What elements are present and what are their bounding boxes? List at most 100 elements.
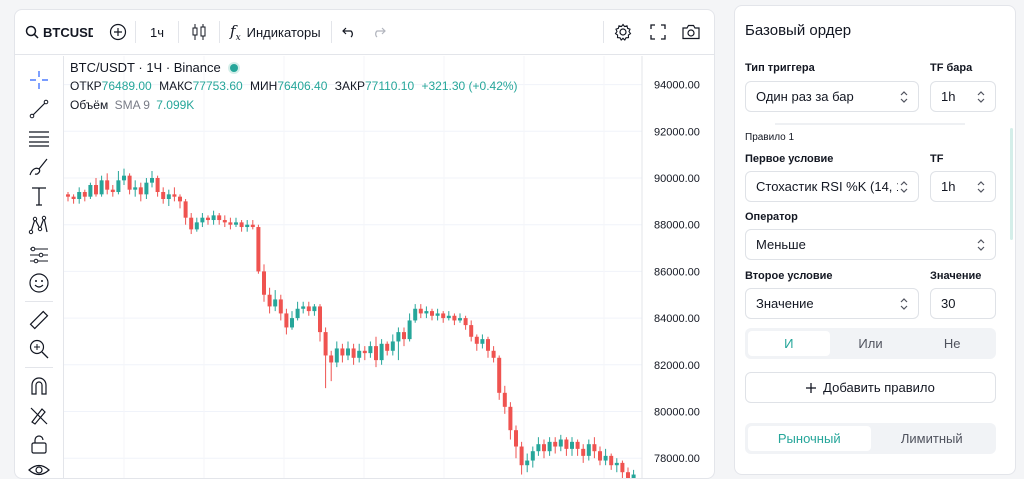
order-type-limit[interactable]: Лимитный [900,431,963,446]
candle-down [82,192,87,197]
chevron-updown-icon [900,298,908,310]
emoji-icon[interactable] [27,271,51,295]
candle-up [396,332,401,342]
candle-down [189,217,194,230]
candle-up [166,194,171,200]
crosshair-icon[interactable] [27,68,51,92]
candle-down [267,294,272,307]
trend-line-icon[interactable] [27,97,51,121]
chevron-updown-icon [977,181,985,193]
candle-down [66,194,70,197]
tf-label: TF [930,153,944,165]
lock-icon[interactable] [27,432,51,456]
candle-down [250,224,255,228]
candle-down [502,392,507,407]
add-rule-button[interactable]: Добавить правило [745,372,996,403]
sma-label: SMA 9 [114,98,150,112]
candle-up [301,306,306,309]
second-condition-select[interactable]: Значение [745,288,919,319]
value-input[interactable]: 30 [930,288,996,319]
indicators-button[interactable]: fx Индикаторы [220,10,331,54]
candle-down [284,313,289,328]
candle-down [385,343,390,351]
search-icon [25,25,39,39]
close-value: 77110.10 [364,79,415,93]
symbol-search[interactable]: BTCUSDT [15,10,101,54]
candle-down [581,448,586,456]
value-label: Значение [930,270,982,282]
low-value: 76406.40 [277,79,328,93]
candle-down [172,194,177,197]
operator-select[interactable]: Меньше [745,229,996,260]
tf-bar-value: 1h [941,89,956,104]
undo-button[interactable] [332,10,366,54]
candle-up [379,343,384,361]
logic-or-option[interactable]: Или [858,336,883,351]
logic-and-option[interactable]: И [748,331,830,356]
candle-down [463,318,468,326]
candle-down [441,313,446,319]
y-tick-label: 88000.00 [654,220,700,232]
trigger-type-label: Тип триггера [745,62,815,74]
candle-up [346,348,350,356]
candle-down [71,196,76,200]
candle-down [469,325,474,337]
candle-down [222,220,227,223]
tf-bar-select[interactable]: 1h [930,81,996,112]
order-type-market[interactable]: Рыночный [748,426,871,451]
first-condition-select[interactable]: Стохастик RSI %K (14, 14,... [745,171,919,202]
candle-down [256,227,261,272]
candle-up [390,341,395,351]
second-condition-label: Второе условие [745,270,833,282]
order-panel: Базовый ордер Тип триггера TF бара Один … [734,5,1016,475]
candle-down [486,339,490,351]
change-value: +321.30 (+0.42%) [421,79,518,93]
eye-icon[interactable] [27,458,51,479]
candle-up [200,217,205,223]
tf-select[interactable]: 1h [930,171,996,202]
trigger-type-select[interactable]: Один раз за бар [745,81,919,112]
lock-drawing-icon[interactable] [27,403,51,427]
volume-value: 7.099K [156,98,195,112]
horizontal-lines-icon[interactable] [27,126,51,150]
candle-down [508,406,513,431]
candle-up [446,315,451,319]
screenshot-button[interactable] [674,10,714,54]
candle-up [122,175,126,181]
fullscreen-button[interactable] [642,10,674,54]
candle-up [88,185,93,197]
candle-down [491,350,496,358]
zoom-in-icon[interactable] [27,337,51,361]
low-label: МИН [250,79,278,93]
candle-up [586,444,591,456]
tools-divider [25,301,53,302]
interval-button[interactable]: 1ч [136,10,178,54]
chart-type-button[interactable] [179,10,219,54]
candle-down [362,350,367,354]
open-value: 76489.00 [101,79,152,93]
candle-down [110,189,115,193]
candle-down [514,430,518,447]
y-tick-label: 86000.00 [654,266,700,278]
price-chart[interactable]: 94000.00 92000.00 90000.00 88000.00 86000.00… [64,56,715,479]
fx-icon: fx [230,21,241,43]
candle-down [402,332,406,340]
redo-button[interactable] [366,10,392,54]
order-type-toggle: Рыночный Лимитный [745,423,996,454]
logic-not-option[interactable]: Не [943,336,961,351]
magnet-icon[interactable] [27,374,51,398]
brush-icon[interactable] [27,155,51,179]
toolbar-divider [603,21,604,43]
close-label: ЗАКР [334,79,365,93]
scrollbar-thumb[interactable] [1010,128,1013,240]
prediction-icon[interactable] [27,242,51,266]
text-icon[interactable] [27,184,51,208]
second-condition-value: Значение [756,296,814,311]
compare-button[interactable] [101,10,135,54]
candle-up [407,320,412,340]
settings-button[interactable] [604,10,642,54]
ruler-icon[interactable] [27,308,51,332]
pattern-icon[interactable] [27,213,51,237]
chart-title: BTC/USDT · 1Ч · Binance [70,60,221,75]
candle-down [564,439,569,449]
